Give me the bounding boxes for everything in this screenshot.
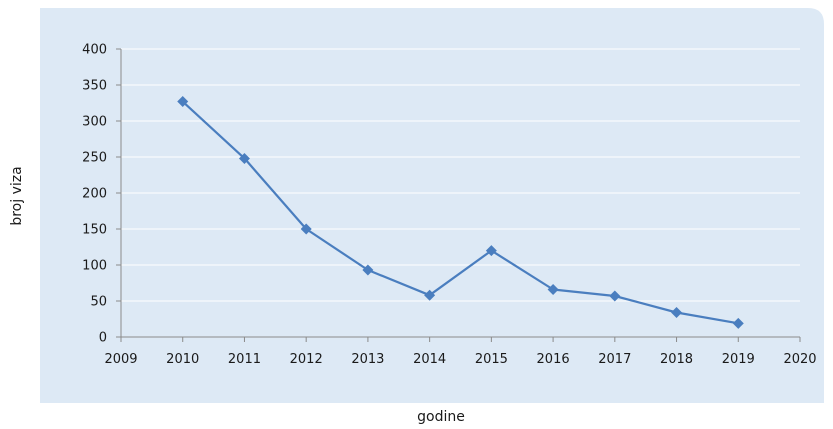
data-point-2010 (177, 96, 189, 108)
x-tick-label-2016: 2016 (537, 352, 570, 367)
data-point-2017 (609, 290, 621, 302)
chart-panel (40, 8, 824, 403)
data-point-2012 (300, 223, 312, 235)
series-line-0 (181, 100, 739, 325)
data-point-2019 (732, 317, 744, 329)
x-tick-label-2013: 2013 (351, 352, 384, 367)
y-tick-label-200: 200 (82, 187, 107, 202)
x-tick-label-2017: 2017 (598, 352, 631, 367)
data-point-2011 (238, 152, 250, 164)
x-tick-label-2015: 2015 (475, 352, 508, 367)
x-axis-ticks: 2009 2010 2011 2012 2013 2014 2015 2016 2017 2018… (104, 337, 817, 367)
gridlines (121, 48, 800, 302)
y-tick-label-250: 250 (82, 151, 107, 166)
data-point-2014 (424, 289, 436, 301)
y-tick-label-150: 150 (82, 223, 107, 238)
x-tick-label-2009: 2009 (104, 352, 137, 367)
x-tick-label-2011: 2011 (228, 352, 261, 367)
x-tick-label-2018: 2018 (660, 352, 693, 367)
y-axis-ticks: 0 50 100 150 200 250 300 350 400 (82, 43, 121, 346)
y-tick-label-350: 350 (82, 79, 107, 94)
x-axis-title: godine (417, 409, 465, 425)
data-point-2018 (671, 307, 683, 319)
x-tick-label-2010: 2010 (166, 352, 199, 367)
data-point-2016 (547, 283, 559, 295)
data-point-2015 (485, 245, 497, 257)
y-tick-label-400: 400 (82, 43, 107, 58)
y-tick-label-300: 300 (82, 115, 107, 130)
y-tick-label-50: 50 (90, 295, 107, 310)
y-axis-title: broj viza (9, 166, 25, 225)
x-tick-label-2019: 2019 (722, 352, 755, 367)
x-tick-label-2012: 2012 (290, 352, 323, 367)
x-tick-label-2020: 2020 (783, 352, 816, 367)
x-tick-label-2014: 2014 (413, 352, 446, 367)
y-tick-label-0: 0 (99, 331, 107, 346)
data-point-2013 (362, 264, 374, 276)
y-tick-label-100: 100 (82, 259, 107, 274)
series-layer (177, 96, 744, 329)
